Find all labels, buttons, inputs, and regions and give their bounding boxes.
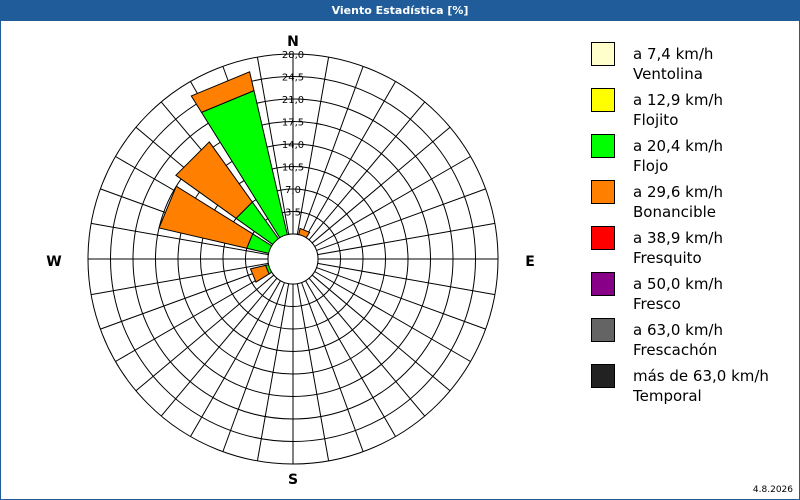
petal-wsw-bonancible [249, 264, 270, 283]
grid-spoke [256, 57, 290, 235]
grid-spoke [308, 277, 426, 417]
ring-label: 14,0 [282, 140, 304, 151]
legend-swatch [591, 364, 615, 388]
grid-spoke [91, 262, 269, 296]
grid-spoke [305, 81, 396, 238]
grid-spoke [100, 267, 270, 330]
grid-spoke [311, 126, 451, 244]
grid-spoke [296, 283, 330, 461]
legend-speed: a 29,6 km/h [633, 183, 723, 201]
legend-name: Temporal [633, 387, 702, 405]
grid-spoke [305, 280, 396, 437]
direction-label-n: N [287, 34, 299, 50]
center-hub [267, 233, 319, 285]
grid-spoke [301, 282, 364, 452]
grid-spoke [314, 271, 471, 362]
ring-label: 10,5 [282, 163, 304, 174]
legend-swatch [591, 272, 615, 296]
legend-speed: a 12,9 km/h [633, 91, 723, 109]
legend-speed: a 20,4 km/h [633, 137, 723, 155]
legend-speed: a 63,0 km/h [633, 321, 723, 339]
grid-spoke [316, 188, 486, 251]
legend-speed: a 50,0 km/h [633, 275, 723, 293]
legend-swatch [591, 180, 615, 204]
window-title: Viento Estadística [%] [1, 1, 799, 21]
ring-label: 28,0 [282, 50, 304, 61]
legend-speed: a 7,4 km/h [633, 45, 714, 63]
legend-speed: más de 63,0 km/h [633, 367, 769, 385]
direction-label-s: S [288, 472, 298, 488]
legend-name: Flojito [633, 111, 679, 129]
direction-label-w: W [46, 254, 61, 270]
ring-labels: 3,5 7,0 10,5 14,0 17,5 21,0 24,5 28,0 [282, 50, 304, 219]
footer-date: 4.8.2026 [752, 485, 793, 495]
grid-spoke [190, 280, 281, 437]
polar-grid [87, 53, 499, 465]
grid-spoke [222, 282, 285, 452]
grid-spoke [135, 274, 275, 392]
petal-wnw-bonancible [158, 185, 254, 249]
grid-spoke [317, 262, 495, 296]
legend-swatch [591, 318, 615, 342]
ring-label: 3,5 [285, 208, 301, 219]
legend-name: Frescachón [633, 341, 718, 359]
grid-spoke [160, 277, 278, 417]
grid-spoke [296, 57, 330, 235]
grid-spoke [301, 66, 364, 236]
grid-spoke [317, 222, 495, 256]
ring-label: 17,5 [282, 118, 304, 129]
legend-swatch [591, 88, 615, 112]
grid-spoke [314, 156, 471, 247]
grid-spoke [115, 271, 272, 362]
legend-name: Flojo [633, 157, 669, 175]
wind-rose-chart: 3,5 7,0 10,5 14,0 17,5 21,0 24,5 28,0 N E S W [46, 34, 535, 488]
legend-name: Bonancible [633, 203, 717, 221]
legend-name: Fresquito [633, 249, 702, 267]
ring-label: 24,5 [282, 73, 304, 84]
grid-spoke [256, 283, 290, 461]
wind-petals [158, 71, 311, 283]
grid-spoke [91, 222, 269, 256]
legend-swatch [591, 134, 615, 158]
direction-label-e: E [525, 254, 535, 270]
ring-label: 7,0 [285, 185, 301, 196]
legend-name: Ventolina [633, 65, 703, 83]
legend-swatch [591, 42, 615, 66]
legend-speed: a 38,9 km/h [633, 229, 723, 247]
legend-swatch [591, 226, 615, 250]
petal-nw-bonancible [175, 141, 253, 219]
grid-spoke [308, 101, 426, 241]
petal-nnw-bonancible [190, 71, 255, 113]
grid-spoke [316, 267, 486, 330]
legend-name: Fresco [633, 295, 681, 313]
grid-spoke [311, 274, 451, 392]
ring-label: 21,0 [282, 95, 304, 106]
